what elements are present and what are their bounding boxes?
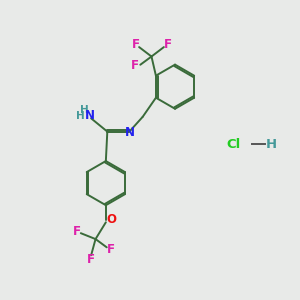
Text: Cl: Cl bbox=[227, 138, 241, 151]
Text: F: F bbox=[132, 38, 140, 51]
Text: F: F bbox=[87, 254, 95, 266]
Text: N: N bbox=[124, 126, 134, 139]
Text: H: H bbox=[80, 105, 89, 115]
Text: F: F bbox=[107, 243, 115, 256]
Text: F: F bbox=[73, 225, 81, 238]
Text: F: F bbox=[164, 38, 171, 51]
Text: F: F bbox=[131, 59, 139, 72]
Text: O: O bbox=[106, 213, 116, 226]
Text: H: H bbox=[266, 138, 277, 151]
Text: N: N bbox=[85, 110, 95, 122]
Text: H: H bbox=[76, 111, 85, 121]
